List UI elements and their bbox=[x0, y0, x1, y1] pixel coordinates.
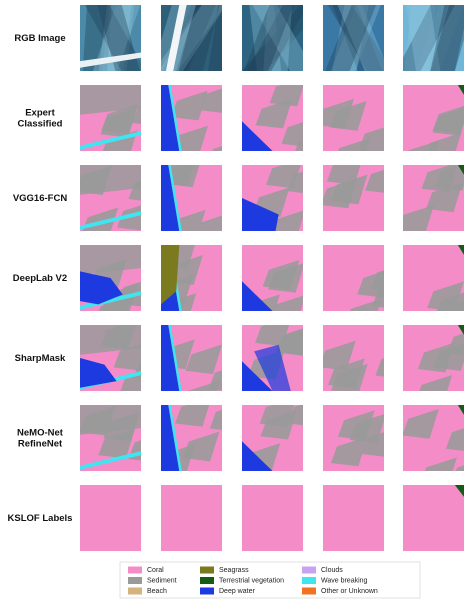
tile bbox=[79, 405, 165, 471]
tile bbox=[75, 165, 165, 237]
legend-label: Wave breaking bbox=[321, 577, 368, 584]
row-label: NeMO-Net bbox=[17, 428, 64, 439]
legend-swatch bbox=[302, 588, 316, 595]
tile bbox=[80, 485, 141, 551]
legend-swatch bbox=[128, 588, 142, 595]
legend-label: Terrestrial vegetation bbox=[219, 577, 284, 584]
legend-swatch bbox=[302, 577, 316, 584]
tile bbox=[323, 5, 392, 71]
tile bbox=[80, 245, 154, 326]
legend-label: Other or Unknown bbox=[321, 588, 378, 595]
legend-swatch bbox=[128, 567, 142, 574]
tile bbox=[242, 159, 324, 240]
row-label: VGG16-FCN bbox=[13, 193, 68, 204]
tile bbox=[319, 325, 412, 394]
tile bbox=[242, 485, 303, 551]
row-label: KSLOF Labels bbox=[8, 513, 73, 524]
tile bbox=[403, 485, 464, 551]
tile bbox=[317, 85, 395, 168]
tile bbox=[241, 5, 324, 71]
tile bbox=[403, 245, 464, 330]
legend-swatch bbox=[302, 567, 316, 574]
legend-swatch bbox=[200, 577, 214, 584]
tile bbox=[242, 77, 329, 162]
tile bbox=[160, 156, 232, 242]
tile bbox=[157, 240, 222, 323]
tile bbox=[402, 405, 464, 487]
legend-label: Sediment bbox=[147, 577, 177, 584]
class-map bbox=[323, 485, 384, 551]
tile bbox=[161, 485, 222, 551]
legend-label: Seagrass bbox=[219, 567, 249, 574]
class-map bbox=[242, 485, 303, 551]
tile bbox=[159, 397, 247, 474]
row-label: RGB Image bbox=[14, 33, 65, 44]
tile bbox=[161, 84, 244, 169]
tile bbox=[152, 5, 243, 71]
tile bbox=[80, 5, 146, 71]
row-label: Expert bbox=[25, 108, 55, 119]
row-label: DeepLab V2 bbox=[13, 273, 67, 284]
legend-label: Beach bbox=[147, 588, 167, 595]
tile bbox=[396, 5, 464, 71]
tile bbox=[242, 397, 324, 473]
tile bbox=[242, 245, 305, 325]
legend-label: Clouds bbox=[321, 567, 343, 574]
legend-swatch bbox=[200, 567, 214, 574]
class-map bbox=[80, 485, 141, 551]
figure: RGB Image ExpertClassified VGG16-FCN DeepLa… bbox=[0, 0, 464, 599]
legend-label: Deep water bbox=[219, 588, 255, 595]
legend-swatch bbox=[128, 577, 142, 584]
tile bbox=[158, 325, 245, 410]
tile bbox=[323, 245, 409, 329]
row-label: SharpMask bbox=[15, 353, 66, 364]
row-label: Classified bbox=[18, 119, 63, 130]
legend-label: Coral bbox=[147, 567, 164, 574]
tile bbox=[242, 317, 314, 391]
tile bbox=[323, 485, 384, 551]
tile bbox=[80, 85, 169, 160]
tile bbox=[397, 161, 464, 235]
region bbox=[288, 397, 325, 427]
class-map bbox=[403, 485, 464, 551]
tile bbox=[323, 405, 398, 471]
row-label: RefineNet bbox=[18, 439, 63, 450]
class-map bbox=[161, 485, 222, 551]
tile bbox=[321, 155, 402, 231]
legend-swatch bbox=[200, 588, 214, 595]
tile bbox=[403, 325, 464, 405]
tile bbox=[80, 320, 170, 396]
tile bbox=[402, 85, 464, 170]
